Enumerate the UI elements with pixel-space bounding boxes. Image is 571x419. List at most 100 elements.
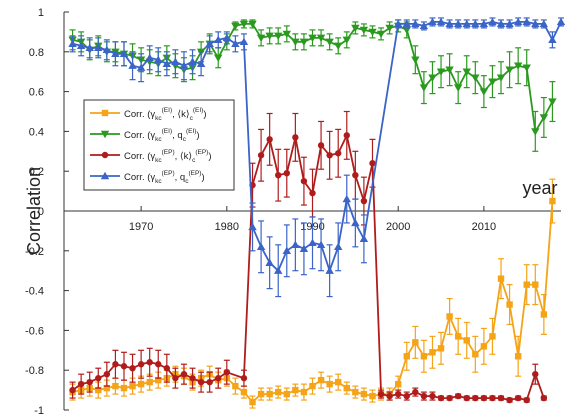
data-point-marker [155, 376, 162, 384]
data-point-marker [231, 22, 240, 31]
data-point-marker [249, 398, 256, 406]
data-point-marker [445, 19, 454, 28]
data-point-marker [463, 394, 470, 402]
data-point [232, 377, 239, 395]
data-point-marker [179, 61, 189, 69]
data-point-marker [86, 378, 93, 386]
data-point-marker [155, 361, 162, 368]
data-point [292, 383, 299, 397]
data-point-marker [540, 394, 548, 402]
data-point [497, 258, 505, 300]
data-point-marker [513, 62, 523, 70]
data-point [292, 112, 299, 162]
data-point-marker [196, 59, 206, 67]
x-tick-label: 1970 [129, 221, 153, 233]
data-point [326, 130, 333, 180]
data-point [540, 394, 548, 402]
data-point-marker [266, 136, 273, 143]
data-point-marker [163, 365, 171, 372]
data-point-marker [95, 374, 102, 382]
data-point [505, 19, 514, 29]
data-point [266, 387, 273, 401]
data-point-marker [189, 374, 196, 382]
data-point-marker [239, 20, 249, 29]
data-point-marker [480, 394, 488, 402]
data-point-marker [120, 384, 128, 392]
data-point-marker [265, 258, 274, 266]
data-point [488, 65, 497, 99]
data-point-marker [488, 17, 497, 26]
data-point-marker [419, 21, 429, 30]
data-point-marker [402, 26, 411, 35]
data-point-marker [531, 19, 540, 28]
data-point [513, 17, 523, 27]
data-point [309, 377, 316, 395]
data-point-marker [274, 32, 283, 41]
data-point [317, 120, 325, 170]
data-point [385, 21, 394, 35]
data-point-marker [505, 19, 514, 28]
data-point [420, 391, 428, 401]
data-point [539, 19, 549, 29]
data-point [471, 19, 480, 29]
data-point-marker [334, 42, 343, 51]
data-point-marker [532, 281, 539, 288]
data-point [479, 75, 489, 109]
data-point-marker [223, 368, 231, 376]
data-point-marker [171, 57, 180, 65]
data-point [222, 31, 232, 45]
data-point-marker [402, 19, 411, 28]
data-point-marker [454, 392, 462, 400]
data-point-marker [103, 370, 111, 378]
data-point [163, 353, 171, 383]
data-point-marker [419, 84, 429, 92]
data-point [548, 31, 557, 49]
data-point-marker [437, 345, 445, 352]
data-point-marker [505, 66, 514, 74]
data-point-marker [111, 49, 120, 57]
data-point-marker [308, 34, 317, 43]
data-point [291, 33, 300, 51]
data-point [445, 19, 454, 29]
data-point-marker [489, 333, 496, 340]
data-point-marker [532, 370, 539, 378]
data-point [462, 55, 471, 89]
data-point-marker [256, 242, 266, 251]
data-point-marker [531, 128, 540, 136]
data-point [532, 363, 539, 385]
data-point [257, 387, 265, 401]
data-point [326, 375, 333, 393]
data-point-marker [393, 19, 403, 28]
data-point-marker [100, 130, 110, 139]
data-point-marker [496, 74, 506, 82]
data-point-marker [172, 374, 179, 382]
x-tick-label: 2000 [386, 221, 410, 233]
data-point-marker [215, 374, 222, 382]
data-point-marker [103, 384, 111, 392]
data-point-marker [69, 386, 76, 394]
data-point-marker [454, 333, 462, 340]
data-point [137, 349, 145, 379]
data-point [205, 35, 214, 53]
data-point [171, 49, 180, 75]
data-point [94, 37, 103, 59]
data-point-marker [266, 390, 273, 398]
data-point [325, 33, 334, 51]
data-point [403, 391, 410, 401]
data-point-marker [154, 55, 163, 63]
data-point-marker [513, 17, 523, 26]
data-point [549, 178, 556, 224]
series-4 [68, 17, 566, 298]
y-tick-label: 1 [38, 7, 44, 19]
data-point-marker [463, 337, 470, 344]
data-point-marker [180, 370, 188, 378]
data-point-marker [232, 382, 239, 390]
data-point [472, 335, 479, 373]
data-point [429, 391, 436, 401]
data-point [479, 19, 489, 29]
data-point [223, 359, 231, 385]
data-point-marker [368, 28, 377, 37]
data-point [488, 17, 497, 27]
data-point [86, 371, 93, 393]
